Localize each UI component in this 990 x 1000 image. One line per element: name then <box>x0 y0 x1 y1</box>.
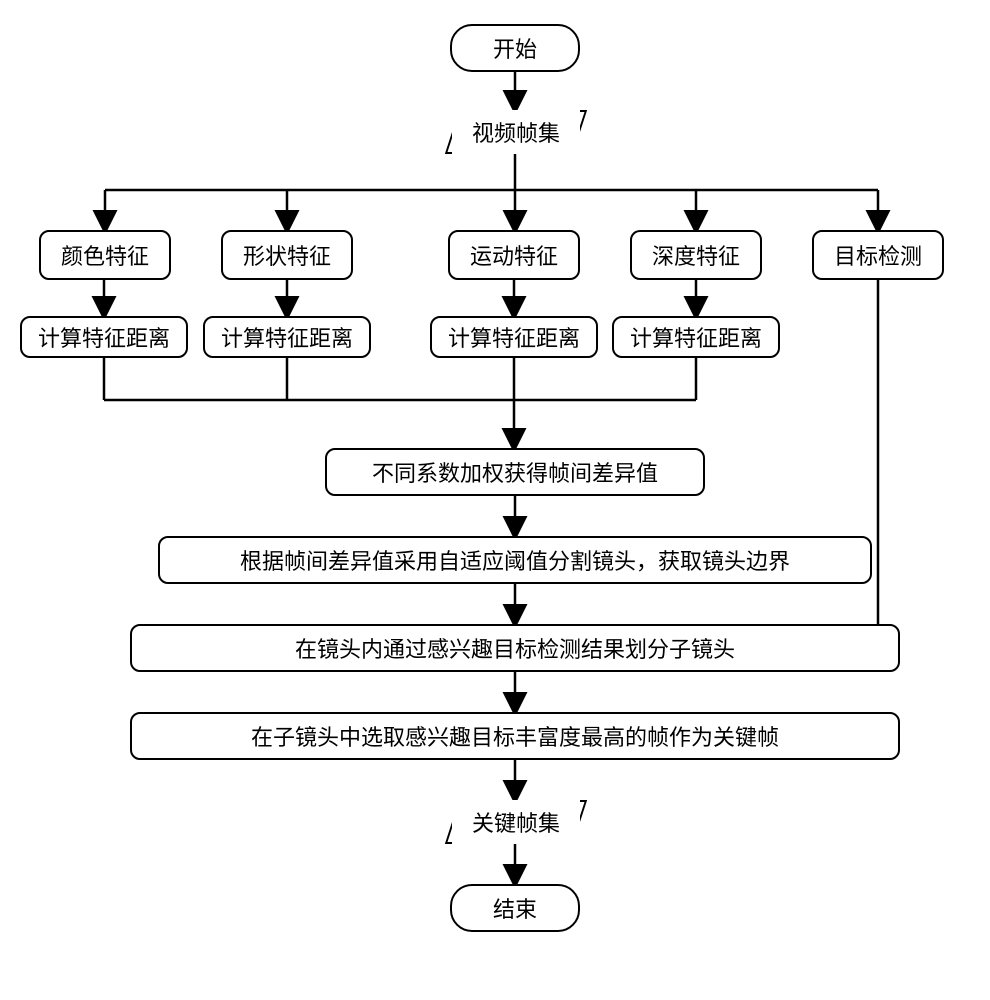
node-label: 根据帧间差异值采用自适应阈值分割镜头，获取镜头边界 <box>240 544 790 576</box>
node-start: 开始 <box>450 24 580 72</box>
node-adapt: 根据帧间差异值采用自适应阈值分割镜头，获取镜头边界 <box>158 536 872 584</box>
node-label: 运动特征 <box>470 239 558 271</box>
node-feat3: 运动特征 <box>448 230 580 280</box>
node-label: 计算特征距离 <box>448 321 580 353</box>
node-label: 在镜头内通过感兴趣目标检测结果划分子镜头 <box>295 632 735 664</box>
node-label: 在子镜头中选取感兴趣目标丰富度最高的帧作为关键帧 <box>251 720 779 752</box>
node-label: 计算特征距离 <box>38 321 170 353</box>
node-label: 计算特征距离 <box>221 321 353 353</box>
node-feat2: 形状特征 <box>221 230 353 280</box>
node-keyframe: 在子镜头中选取感兴趣目标丰富度最高的帧作为关键帧 <box>130 712 900 760</box>
node-feat1: 颜色特征 <box>39 230 171 280</box>
node-label: 深度特征 <box>652 239 740 271</box>
node-label: 关键帧集 <box>472 806 560 838</box>
node-label: 形状特征 <box>243 239 331 271</box>
node-subshot: 在镜头内通过感兴趣目标检测结果划分子镜头 <box>130 624 900 672</box>
node-dist2: 计算特征距离 <box>203 316 371 358</box>
node-label: 开始 <box>493 32 537 64</box>
node-weight: 不同系数加权获得帧间差异值 <box>325 448 705 496</box>
node-dist4: 计算特征距离 <box>612 316 780 358</box>
node-label: 目标检测 <box>834 239 922 271</box>
node-dist1: 计算特征距离 <box>20 316 188 358</box>
node-dist3: 计算特征距离 <box>430 316 598 358</box>
node-label: 计算特征距离 <box>630 321 762 353</box>
flowchart-canvas: 开始视频帧集颜色特征 形状特征 运动特征 深度特征 目标检测计算特征距离 计算特征距离 计算… <box>0 0 990 1000</box>
node-feat4: 深度特征 <box>630 230 762 280</box>
node-label: 颜色特征 <box>61 239 149 271</box>
node-end: 结束 <box>450 884 580 932</box>
node-label: 不同系数加权获得帧间差异值 <box>372 456 658 488</box>
node-label: 结束 <box>493 892 537 924</box>
node-output: 关键帧集 <box>452 800 580 844</box>
node-label: 视频帧集 <box>472 116 560 148</box>
node-input: 视频帧集 <box>452 110 580 154</box>
node-detect: 目标检测 <box>812 230 944 280</box>
